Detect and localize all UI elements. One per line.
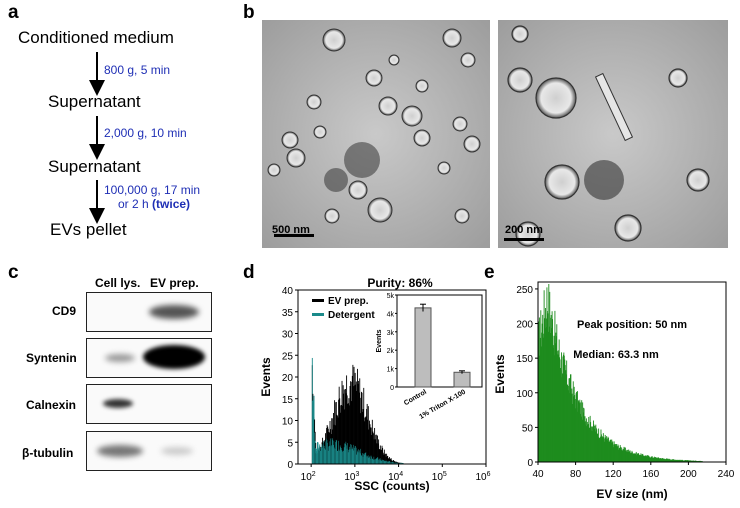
inset-frame: [396, 294, 483, 388]
panel-label-c: c: [8, 262, 19, 283]
e-ytick-label: 0: [527, 458, 533, 469]
legend-swatch-ev-prep: [312, 299, 324, 302]
d-xtick-label: 102: [301, 471, 316, 483]
wb-row-label-syntenin: Syntenin: [26, 351, 77, 365]
e-xtick-label: 40: [532, 469, 544, 480]
d-ytick-label: 30: [282, 330, 294, 341]
inset-ytick-label: 0: [390, 385, 394, 392]
scale-bar-500nm: 500 nm: [272, 224, 310, 236]
flow-node-conditioned-medium: Conditioned medium: [18, 28, 174, 47]
band-tubulin-lys: [97, 445, 143, 457]
chart-e-ylabel: Events: [493, 354, 507, 394]
band-cd9-ev: [149, 305, 199, 319]
scale-bar-200nm: 200 nm: [505, 224, 543, 236]
chart-d-ylabel: Events: [259, 357, 273, 397]
d-ytick-label: 40: [282, 286, 294, 297]
wb-blot-beta-tubulin: [86, 431, 212, 471]
wb-blot-calnexin: [86, 384, 212, 424]
wb-column-ev-prep: EV prep.: [150, 276, 199, 290]
inset-ytick-label: 3k: [387, 330, 395, 337]
band-calnexin-lys: [103, 399, 133, 408]
wb-column-cell-lysate: Cell lys.: [95, 276, 141, 290]
legend-ev-prep: EV prep.: [328, 296, 369, 307]
tem-micrograph-high-mag: [498, 20, 728, 248]
flow-arrows: [89, 52, 105, 224]
step-3-label-line2: or 2 h (twice): [118, 197, 191, 211]
band-syntenin-ev: [143, 345, 205, 369]
chart-e-size-histogram: 0 50 100 150 200 250 40 80 120 160 200 240 Peak po…: [493, 281, 735, 501]
d-xtick-label: 105: [432, 471, 447, 483]
step-3-label: 100,000 g, 17 min: [104, 183, 201, 197]
d-ytick-label: 0: [287, 460, 293, 471]
flow-node-supernatant-1: Supernatant: [48, 92, 141, 111]
step-1-label: 800 g, 5 min: [104, 63, 171, 77]
e-xtick-label: 120: [605, 469, 622, 480]
panel-label-d: d: [243, 262, 255, 283]
flow-node-supernatant-2: Supernatant: [48, 157, 141, 176]
flow-node-evs-pellet: EVs pellet: [50, 220, 127, 239]
e-xtick-label: 240: [718, 469, 735, 480]
chart-e-bars: [538, 283, 703, 462]
inset-bar: [453, 371, 471, 388]
inset-ytick-label: 4k: [387, 311, 395, 318]
chart-d-title: Purity: 86%: [367, 276, 433, 290]
chart-e-xlabel: EV size (nm): [596, 487, 667, 501]
d-xtick-label: 106: [475, 471, 490, 483]
chart-d-xlabel: SSC (counts): [354, 479, 429, 493]
inset-ytick-label: 5k: [387, 293, 395, 300]
e-xtick-label: 160: [642, 469, 659, 480]
e-ytick-label: 100: [516, 389, 533, 400]
chart-d-y-ticks: 0 5 10 15 20 25 30 35 40: [282, 286, 298, 471]
wb-row-label-cd9: CD9: [52, 304, 77, 318]
d-ytick-label: 20: [282, 373, 294, 384]
legend-detergent: Detergent: [328, 310, 375, 321]
d-ytick-label: 15: [282, 395, 294, 406]
chart-e-frame: [537, 281, 727, 463]
wb-row-label-beta-tubulin: β-tubulin: [22, 446, 74, 460]
e-ytick-label: 50: [522, 423, 534, 434]
chart-e-x-ticks: 40 80 120 160 200 240: [532, 462, 735, 480]
chart-d-bars: [311, 357, 404, 464]
e-xtick-label: 80: [570, 469, 582, 480]
d-ytick-label: 10: [282, 417, 294, 428]
e-xtick-label: 200: [680, 469, 697, 480]
inset-ylabel: Events: [376, 329, 383, 352]
chart-e-y-ticks: 0 50 100 150 200 250: [516, 285, 538, 469]
d-ytick-label: 35: [282, 308, 294, 319]
band-tubulin-ev: [161, 447, 193, 455]
d-ytick-label: 5: [287, 438, 293, 449]
band-syntenin-lys: [105, 354, 135, 362]
inset-ytick-label: 1k: [387, 367, 395, 374]
panel-label-b: b: [243, 2, 255, 23]
e-ytick-label: 250: [516, 285, 533, 296]
step-2-label: 2,000 g, 10 min: [104, 126, 187, 140]
panel-label-e: e: [484, 262, 495, 283]
wb-blot-syntenin: [86, 338, 212, 378]
tem-micrograph-low-mag: [262, 20, 490, 248]
e-ytick-label: 150: [516, 354, 533, 365]
legend-swatch-detergent: [312, 313, 324, 316]
chart-e-peak-annotation: Peak position: 50 nm: [577, 319, 687, 331]
chart-e-median-annotation: Median: 63.3 nm: [573, 349, 659, 361]
e-ytick-label: 200: [516, 320, 533, 331]
panel-label-a: a: [8, 2, 19, 23]
d-ytick-label: 25: [282, 351, 294, 362]
inset-ytick-label: 2k: [387, 348, 395, 355]
wb-blot-cd9: [86, 292, 212, 332]
inset-category-label: Control: [403, 389, 428, 408]
wb-row-label-calnexin: Calnexin: [26, 398, 77, 412]
inset-bar: [414, 307, 432, 388]
